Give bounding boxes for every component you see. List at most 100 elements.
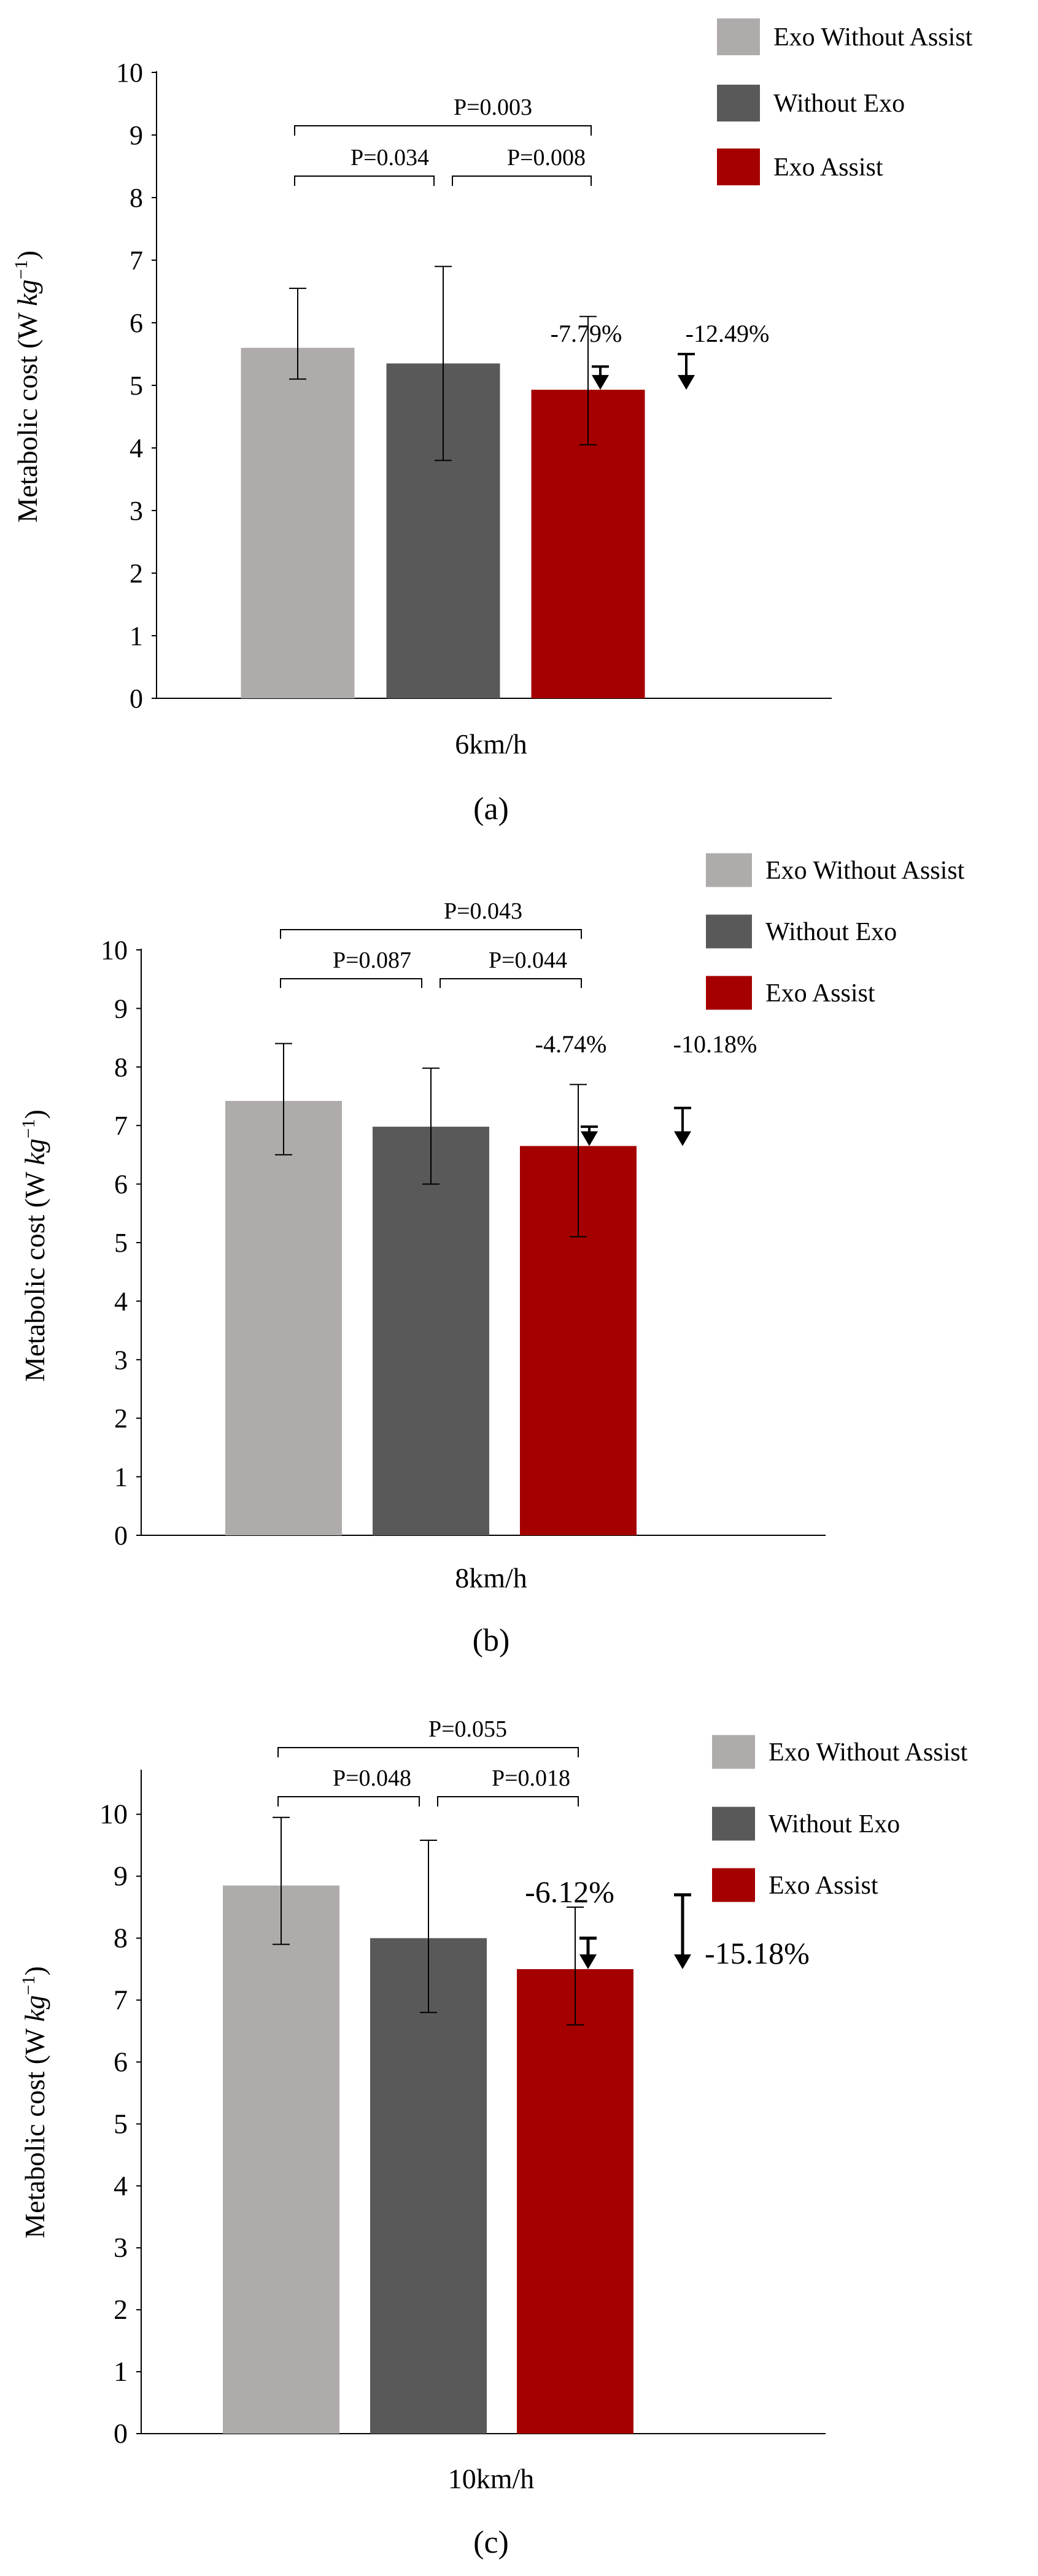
error-bar-without-exo (420, 1840, 437, 2013)
bar-without-exo (370, 1938, 487, 2434)
error-bar-exo-assist (567, 1907, 584, 2026)
legend-label: Exo Without Assist (773, 23, 973, 52)
legend-swatch (717, 85, 760, 121)
p-value-label: P=0.034 (351, 145, 429, 171)
p-value-label: P=0.043 (444, 898, 522, 924)
x-category-label: 6km/h (455, 728, 527, 760)
significance-bracket: P=0.055 (277, 1716, 579, 1757)
error-bar-exo-without-assist (289, 287, 306, 380)
reduction-percent-label: -10.18% (673, 1030, 757, 1058)
legend-label: Without Exo (765, 918, 897, 946)
y-tick-label: 9 (114, 993, 128, 1024)
legend-label: Exo Without Assist (769, 1738, 968, 1767)
chart-panel-2: 0 1 2 3 4 5 6 7 8 9 10 Metabolic cost (W kg−1) P=0.0… (18, 853, 965, 1658)
reduction-annotation: -12.49% (678, 320, 769, 390)
legend-swatch (712, 1735, 755, 1769)
error-bar-exo-assist (579, 315, 597, 445)
reduction-annotation: -7.79% (551, 320, 622, 390)
legend: Exo Without Assist Without Exo Exo Assist (717, 18, 973, 185)
y-tick-label: 3 (114, 1345, 128, 1375)
y-tick-label: 9 (114, 1861, 128, 1892)
p-value-label: P=0.048 (333, 1765, 411, 1791)
y-tick-label: 6 (114, 2046, 128, 2077)
legend-item-without-exo: Without Exo (706, 914, 897, 949)
p-value-label: P=0.044 (489, 947, 567, 973)
y-tick-label: 8 (114, 1052, 128, 1082)
y-tick-label: 7 (130, 245, 143, 276)
y-axis-label: Metabolic cost (W kg−1) (11, 250, 43, 523)
legend-item-exo-assist: Exo Assist (717, 148, 883, 185)
bar-exo-without-assist (225, 1101, 342, 1535)
y-tick-label: 0 (114, 1521, 128, 1551)
legend-label: Exo Assist (765, 979, 875, 1008)
reduction-percent-label: -12.49% (686, 320, 770, 347)
panel-label: (c) (473, 2525, 509, 2560)
p-value-label: P=0.008 (507, 145, 586, 171)
y-tick-label: 1 (130, 621, 143, 651)
reduction-arrow-head (674, 1954, 691, 1969)
y-tick-label: 10 (101, 935, 128, 965)
bar-exo-assist (517, 1969, 633, 2434)
legend-swatch (706, 914, 752, 949)
legend-swatch (712, 1807, 755, 1841)
legend-label: Without Exo (773, 90, 905, 118)
reduction-arrow-head (581, 1131, 598, 1146)
y-tick-label: 5 (114, 2108, 128, 2139)
legend-item-exo-without-assist: Exo Without Assist (712, 1735, 968, 1769)
reduction-percent-label: -4.74% (535, 1030, 607, 1058)
bar-without-exo (373, 1127, 489, 1535)
significance-bracket: P=0.003 (294, 94, 592, 136)
y-tick-label: 10 (99, 1799, 128, 1830)
legend-label: Exo Without Assist (765, 857, 965, 885)
y-tick-label: 8 (114, 1922, 128, 1954)
p-value-label: P=0.087 (333, 947, 411, 973)
reduction-annotation: -10.18% (673, 1030, 757, 1146)
legend-label: Exo Assist (769, 1872, 878, 1900)
y-tick-label: 6 (130, 308, 143, 338)
panel-label: (a) (473, 792, 509, 827)
y-tick-label: 1 (114, 2356, 128, 2387)
reduction-percent-label: -15.18% (705, 1936, 810, 1970)
reduction-percent-label: -6.12% (525, 1875, 614, 1909)
legend-item-exo-assist: Exo Assist (712, 1868, 878, 1902)
reduction-arrow-head (579, 1954, 597, 1969)
p-value-label: P=0.003 (454, 94, 532, 120)
error-bar-without-exo (422, 1067, 440, 1185)
y-tick-label: 5 (114, 1228, 128, 1258)
y-tick-label: 6 (114, 1170, 128, 1200)
y-tick-label: 3 (114, 2232, 128, 2263)
error-bar-exo-assist (570, 1084, 587, 1238)
significance-bracket: P=0.044 (440, 947, 582, 988)
y-tick-label: 8 (130, 183, 143, 213)
panel-label: (b) (473, 1623, 510, 1658)
x-category-label: 10km/h (448, 2463, 535, 2494)
reduction-percent-label: -7.79% (551, 320, 622, 347)
legend-item-without-exo: Without Exo (717, 85, 905, 121)
error-bar-without-exo (435, 266, 452, 461)
y-tick-label: 7 (114, 1984, 128, 2015)
reduction-arrow-head (674, 1131, 691, 1146)
legend-swatch (712, 1868, 755, 1902)
significance-bracket: P=0.087 (280, 947, 422, 988)
legend-swatch (717, 148, 760, 185)
y-tick-label: 10 (116, 58, 143, 88)
y-tick-label: 2 (130, 558, 143, 588)
significance-bracket: P=0.043 (280, 898, 582, 939)
y-tick-label: 7 (114, 1111, 128, 1141)
bar-exo-without-assist (241, 347, 355, 698)
y-tick-label: 1 (114, 1462, 128, 1492)
significance-bracket: P=0.034 (294, 145, 435, 186)
y-axis-label: Metabolic cost (W kg−1) (18, 1109, 50, 1382)
chart-panel-1: 0 1 2 3 4 5 6 7 8 9 10 Metabolic cost (W kg−1) P=0.0… (11, 18, 973, 827)
legend-swatch (706, 976, 752, 1010)
legend-label: Exo Assist (773, 153, 883, 182)
y-tick-label: 4 (130, 433, 143, 463)
reduction-annotation: -4.74% (535, 1030, 607, 1146)
p-value-label: P=0.018 (492, 1765, 570, 1791)
y-tick-label: 2 (114, 2294, 128, 2325)
y-tick-label: 4 (114, 1286, 128, 1316)
legend-item-without-exo: Without Exo (712, 1807, 900, 1841)
y-tick-label: 2 (114, 1403, 128, 1433)
legend-swatch (706, 853, 752, 887)
error-bar-exo-without-assist (273, 1816, 290, 1945)
